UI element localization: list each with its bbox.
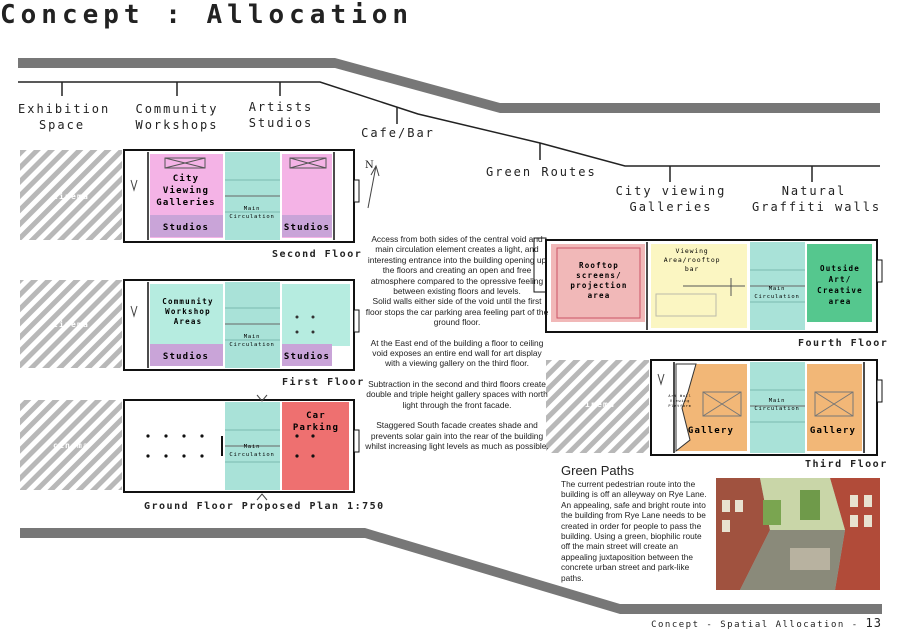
label-city-viewing-galleries: City viewing Galleries [615, 184, 727, 214]
street-photo [716, 478, 880, 590]
plan-fourth-floor [533, 237, 883, 333]
room-community-2: Workshop [165, 307, 211, 316]
rooftop-4: area [588, 291, 611, 300]
outside-2: Art/ [829, 275, 852, 284]
platform-1: Art Wall [668, 394, 691, 398]
page-title: Concept : Allocation [0, 0, 414, 30]
label-community-workshops: Community Workshops [135, 102, 219, 132]
page-number: 13 [865, 616, 882, 630]
gallery-third-east: Gallery [810, 426, 856, 436]
circ-second-2: Circulation [229, 214, 274, 220]
description-para-3: Subtraction in the second and third floo… [366, 378, 548, 410]
green-paths-title: Green Paths [561, 463, 634, 478]
floor-label-fourth: Fourth Floor [798, 338, 889, 349]
cinema-label-third: cinema [579, 399, 615, 409]
platform-2: Viewing [670, 399, 690, 403]
circ-fourth-2: Circulation [754, 294, 799, 300]
description-text: Access from both sides of the central vo… [364, 234, 550, 461]
circ-third-2: Circulation [754, 406, 799, 412]
outside-1: Outside [820, 264, 860, 273]
top-band [18, 58, 880, 113]
car-parking-2: Parking [293, 422, 339, 433]
circ-fourth-1: Main [769, 286, 785, 292]
room-city-3: Galleries [156, 197, 216, 208]
circ-first-2: Circulation [229, 342, 274, 348]
rooftop-1: Rooftop [579, 261, 619, 270]
viewing-2: Area/rooftop [664, 256, 721, 264]
floor-label-ground: Ground Floor Proposed Plan 1:750 [144, 501, 385, 512]
footer: Concept - Spatial Allocation - 13 [651, 616, 882, 630]
description-para-1: Access from both sides of the central vo… [365, 234, 549, 328]
studios-first-east: Studios [284, 351, 330, 362]
outside-3: Creative [817, 286, 863, 295]
circ-second-1: Main [244, 206, 260, 212]
bottom-band [20, 528, 882, 614]
footer-text: Concept - Spatial Allocation - [651, 620, 859, 630]
proposed-plan-label: Proposed Plan 1:750 [241, 501, 385, 512]
room-community-1: Community [162, 297, 213, 306]
north-arrow [367, 164, 380, 209]
viewing-1: Viewing [676, 247, 709, 255]
circ-ground-1: Main [244, 444, 260, 450]
outside-4: area [829, 297, 852, 306]
gallery-third-west: Gallery [688, 426, 734, 436]
cinema-label-first: cinema [53, 319, 89, 329]
cinema-label-second: cinema [53, 191, 89, 201]
circ-ground-2: Circulation [229, 452, 274, 458]
studios-second-east: Studios [284, 222, 330, 233]
route-line [18, 81, 880, 167]
green-paths-body: The current pedestrian route into the bu… [561, 479, 707, 583]
plan-ground-floor [20, 394, 360, 501]
floor-label-third: Third Floor [805, 459, 888, 470]
label-graffiti-walls: Natural Graffiti walls [752, 184, 882, 214]
description-para-4: Staggered South facade creates shade and… [365, 420, 549, 451]
circ-first-1: Main [244, 334, 260, 340]
rooftop-2: screens/ [576, 271, 622, 280]
platform-3: Platform [668, 404, 691, 408]
rooftop-3: projection [570, 281, 627, 290]
north-label: N [365, 160, 374, 171]
label-cafe-bar: Cafe/Bar [361, 126, 435, 140]
label-green-routes: Green Routes [486, 165, 597, 179]
cinema-label-ground: cinema [53, 440, 89, 450]
room-city-1: City [173, 173, 199, 184]
label-exhibition-space: Exhibition Space [18, 102, 111, 132]
description-para-2: At the East end of the building a floor … [370, 337, 544, 369]
floor-label-second: Second Floor [272, 249, 363, 260]
plan-second-floor [20, 149, 360, 243]
plan-first-floor [20, 279, 360, 371]
room-city-2: Viewing [163, 185, 209, 196]
studios-first-west: Studios [163, 351, 209, 362]
studios-second-west: Studios [163, 222, 209, 233]
viewing-3: bar [685, 265, 699, 273]
plan-third-floor [546, 359, 883, 456]
label-artists-studios: Artists Studios [248, 100, 314, 130]
floor-label-first: First Floor [282, 377, 365, 388]
room-community-3: Areas [174, 317, 203, 326]
car-parking-1: Car [306, 411, 326, 421]
circ-third-1: Main [769, 398, 785, 404]
